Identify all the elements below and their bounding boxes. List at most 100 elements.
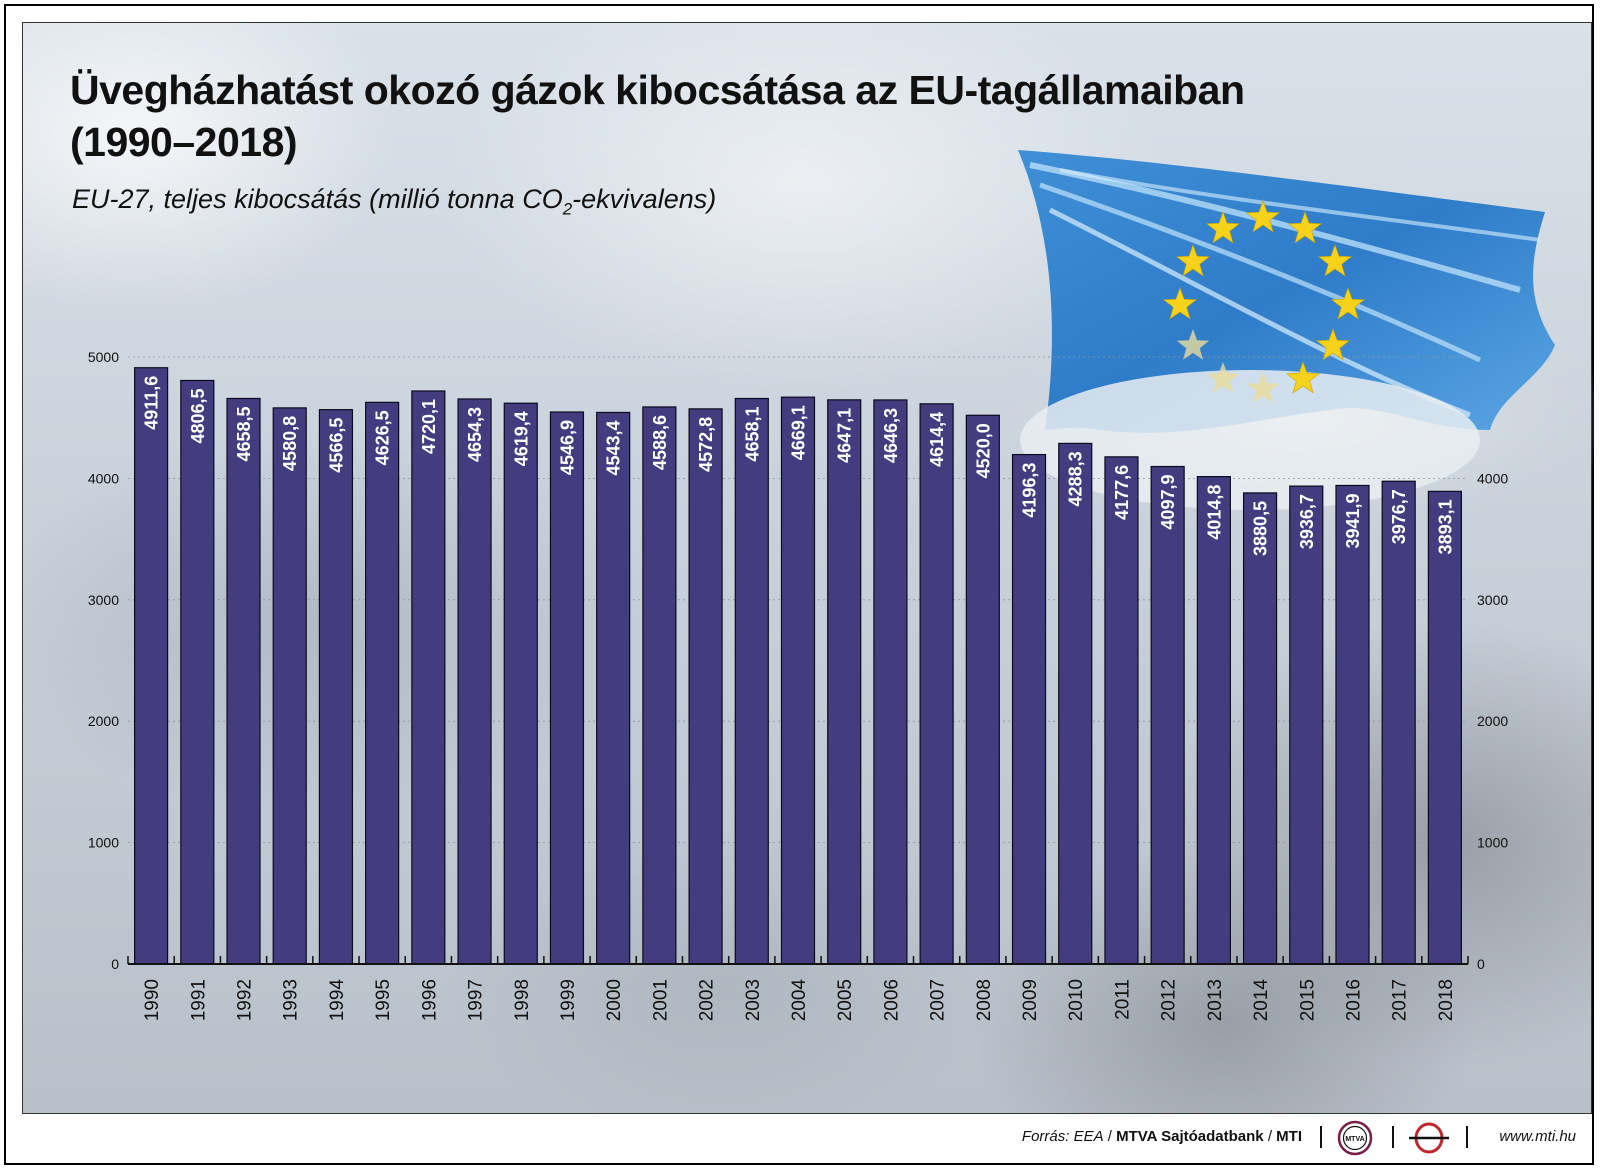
x-tick-label: 2011 [1112,979,1133,1020]
x-tick-label: 2010 [1066,979,1087,1021]
bar [180,379,215,965]
bar [734,397,769,965]
data-label: 4658,5 [234,406,254,461]
subtitle-subscript: 2 [562,199,573,219]
svg-text:MTVA: MTVA [1345,1136,1364,1143]
bar [780,396,816,965]
x-tick-label: 2008 [974,979,995,1021]
bar [1289,485,1324,965]
data-label: 4288,3 [1066,451,1086,506]
bar [827,399,862,965]
data-label: 4014,8 [1204,485,1224,540]
y-tick-label-right: 2000 [1477,713,1508,729]
x-tick-label: 2013 [1205,979,1226,1021]
data-label: 4654,3 [465,407,485,462]
x-tick-label: 2012 [1159,979,1180,1021]
y-tick-label-left: 2000 [88,713,119,729]
data-label: 4669,1 [789,405,809,460]
bar [549,411,585,965]
bar [1335,484,1370,965]
data-label: 4196,3 [1020,463,1040,518]
bar [1381,480,1416,965]
x-tick-label: 1990 [142,979,163,1021]
bar [134,367,169,965]
footer-separator [1466,1126,1468,1148]
x-tick-label: 2006 [881,979,902,1021]
source-credit: Forrás: EEA / MTVA Sajtóadatbank / MTI [1021,1128,1302,1145]
y-tick-label-right: 3000 [1477,592,1508,608]
footer-separator [1320,1126,1322,1148]
x-tick-label: 2016 [1343,979,1364,1021]
x-tick-label: 2005 [835,979,856,1021]
data-label: 4658,1 [742,407,762,462]
mti-logo [1409,1122,1449,1154]
chart-subtitle: EU-27, teljes kibocsátás (millió tonna C… [72,184,716,219]
bar [503,402,538,965]
x-tick-label: 2018 [1436,979,1457,1021]
star-icon [1287,211,1323,244]
x-tick-label: 1993 [281,979,302,1021]
footer: Forrás: EEA / MTVA Sajtóadatbank / MTI M… [0,1112,1600,1162]
data-label: 3941,9 [1343,493,1363,548]
x-tick-label: 2009 [1020,979,1041,1021]
star-icon [1285,361,1321,394]
y-tick-label-left: 0 [111,956,119,972]
bar [365,401,400,965]
bar [272,407,307,965]
data-label: 4588,6 [650,415,670,470]
x-tick-label: 1994 [327,979,348,1022]
data-label: 4647,1 [835,408,855,463]
x-tick-label: 2004 [789,979,810,1022]
bar [226,397,261,965]
star-icon [1176,329,1210,360]
data-label: 4546,9 [557,420,577,475]
website-url: www.mti.hu [1499,1128,1576,1145]
y-tick-label-right: 0 [1477,956,1485,972]
data-label: 3880,5 [1251,501,1271,556]
y-tick-label-left: 1000 [88,835,119,851]
star-icon [1175,244,1211,277]
data-label: 4614,4 [927,412,947,467]
star-icon [1315,328,1351,361]
bar [1196,476,1231,965]
y-tick-label-right: 1000 [1477,835,1508,851]
data-label: 4520,0 [973,423,993,478]
data-label: 4619,4 [511,411,531,466]
agency-name: MTVA Sajtóadatbank [1116,1128,1264,1145]
x-tick-label: 1992 [235,979,256,1021]
x-tick-label: 1995 [373,979,394,1021]
bar [411,390,446,965]
star-icon [1317,244,1353,277]
bar [1011,453,1047,965]
subtitle-text-end: -ekvivalens) [572,184,717,214]
y-tick-label-right: 4000 [1477,470,1508,486]
x-tick-label: 1996 [419,979,440,1021]
y-tick-label-left: 5000 [88,349,119,365]
x-tick-label: 2000 [604,979,625,1021]
bar [457,398,492,965]
x-tick-label: 2003 [743,979,764,1021]
bar [688,408,723,965]
star-icon [1205,211,1241,244]
data-label: 4911,6 [142,376,162,430]
bar [642,406,677,965]
x-tick-label: 1998 [512,979,533,1021]
data-label: 4572,8 [696,417,716,472]
eu-stars [1162,200,1366,403]
data-label: 3976,7 [1389,489,1409,544]
bar [873,399,908,965]
star-icon [1330,287,1366,320]
bar [1058,442,1093,965]
x-tick-label: 2002 [697,979,718,1021]
x-tick-label: 1997 [466,979,487,1021]
data-label: 4566,5 [326,418,346,473]
title-line-2: (1990–2018) [70,119,298,165]
source-label: Forrás: EEA [1021,1128,1104,1145]
data-label: 4646,3 [881,408,901,463]
data-label: 4177,6 [1112,465,1132,520]
bar [596,411,631,965]
data-label: 4626,5 [373,410,393,465]
bar [1242,492,1278,965]
bar [318,409,354,965]
mti-name: MTI [1276,1128,1302,1145]
